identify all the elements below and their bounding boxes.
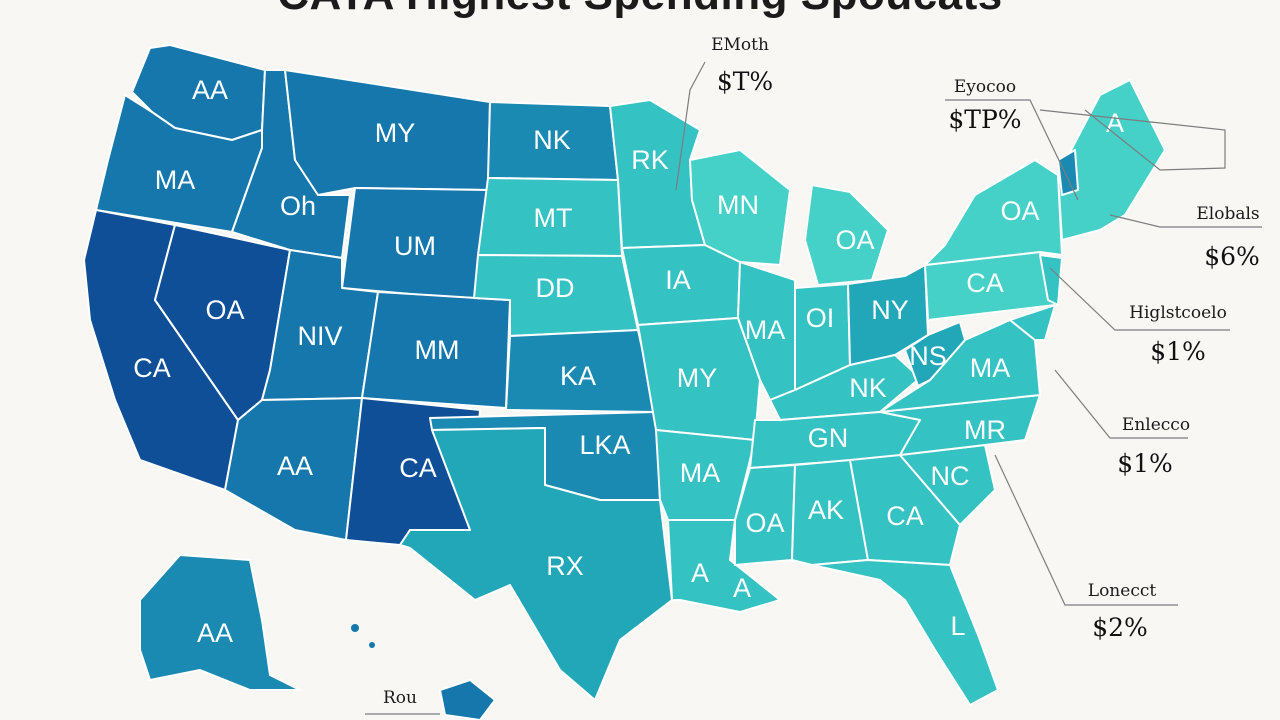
state-vt[interactable] [1057, 149, 1079, 196]
label-az: AA [277, 451, 313, 481]
label-nc: MR [964, 415, 1006, 445]
label-ca: CA [133, 353, 171, 383]
label-ut: NIV [297, 321, 342, 351]
callout-4-value: $1% [1150, 337, 1206, 366]
label-wy: UM [394, 231, 436, 261]
label-ok: LKA [579, 430, 630, 460]
callout-4-label: Higlstcoelo [1129, 303, 1227, 323]
label-fl: L [950, 611, 965, 641]
island-dot [369, 642, 375, 648]
label-mo: MY [677, 363, 718, 393]
label-ak: AA [197, 618, 233, 648]
callout-2-label: Eyocoo [954, 77, 1016, 97]
label-ar: MA [680, 458, 721, 488]
label-ky: NK [849, 373, 887, 403]
callout-1-label: EMoth [711, 35, 769, 55]
label-id: Oh [280, 191, 316, 221]
label-ne: DD [536, 273, 575, 303]
island-dot [351, 624, 359, 632]
callout-3-label: Elobals [1196, 204, 1259, 224]
label-tn: GN [808, 423, 849, 453]
label-nd: NK [533, 125, 571, 155]
callout-3-value: $6% [1204, 242, 1260, 271]
leader-3 [1039, 109, 1226, 171]
state-ga[interactable] [849, 454, 961, 566]
callout-1-value: $T% [717, 67, 773, 96]
state-ms[interactable] [734, 464, 796, 566]
leader-4 [1109, 214, 1262, 228]
label-va: MA [970, 353, 1011, 383]
map-title: CATA Highest Spending Spoucats [0, 0, 1280, 20]
label-nv: OA [205, 295, 244, 325]
label-al: AK [808, 495, 844, 525]
state-wi[interactable] [689, 149, 791, 266]
callout-6-value: $2% [1092, 613, 1148, 642]
leader-7 [994, 454, 1178, 606]
state-tx[interactable] [399, 427, 673, 701]
label-ia: IA [665, 265, 691, 295]
label-ga: CA [886, 501, 924, 531]
state-wv[interactable] [904, 321, 966, 387]
leader-1 [675, 61, 706, 191]
label-sc: NC [931, 461, 970, 491]
label-mn: RK [631, 145, 669, 175]
label-la: A [691, 558, 709, 588]
label-tx: RX [546, 551, 584, 581]
lake-michigan [790, 185, 812, 268]
label-or: MA [155, 165, 196, 195]
label-wi: MN [717, 190, 759, 220]
label-gulf: A [733, 573, 751, 603]
label-ny: OA [1000, 196, 1039, 226]
callout-5-value: $1% [1117, 449, 1173, 478]
label-oh: NY [871, 295, 909, 325]
leader-5 [1049, 267, 1230, 331]
callout-2-value: $TP% [948, 105, 1021, 134]
state-fl[interactable] [811, 559, 999, 706]
label-mi: OA [835, 225, 874, 255]
state-new-england[interactable] [1057, 79, 1166, 241]
state-ak[interactable] [139, 554, 301, 691]
state-md[interactable] [1009, 304, 1056, 341]
state-mo[interactable] [637, 317, 761, 441]
label-mt: MY [375, 118, 416, 148]
state-nj[interactable] [1039, 254, 1063, 306]
label-ks: KA [560, 361, 596, 391]
callout-5-label: Enlecco [1122, 415, 1190, 435]
state-hi[interactable] [439, 679, 496, 720]
label-il: MA [745, 315, 786, 345]
label-sd: MT [534, 203, 573, 233]
label-wv: NS [909, 341, 947, 371]
label-ms: OA [745, 508, 784, 538]
leader-2 [945, 99, 1079, 201]
hawaii-label: Rou [383, 688, 417, 708]
label-wa: AA [192, 75, 228, 105]
callout-6-label: Lonecct [1088, 581, 1157, 601]
leader-6 [1054, 369, 1188, 439]
state-ny[interactable] [924, 159, 1063, 266]
label-nm: CA [399, 453, 437, 483]
label-in: OI [806, 303, 835, 333]
label-pa: CA [966, 268, 1004, 298]
label-co: MM [415, 335, 460, 365]
